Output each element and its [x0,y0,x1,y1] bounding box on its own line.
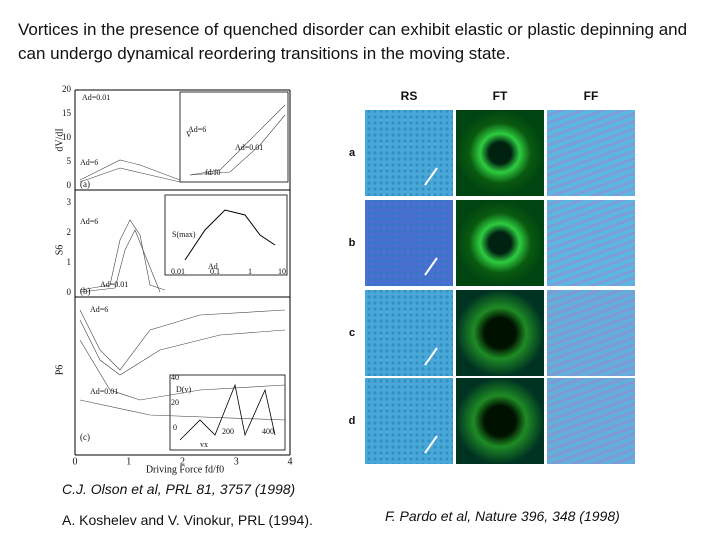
tick-label: 0 [67,287,72,297]
flow-texture [547,110,635,196]
annotation: Ad=6 [188,125,206,134]
tick-label: 3 [67,197,72,207]
real-space-texture [365,110,453,196]
tick-label: 2 [67,227,72,237]
citation: F. Pardo et al, Nature 396, 348 (1998) [385,508,620,524]
flow-texture [547,200,635,286]
tick-label: 3 [234,456,239,467]
real-space-texture [365,200,453,286]
inset-label: Ad [208,262,218,271]
fourier-image [456,200,544,286]
axis-label: dV/dI [54,128,65,151]
panel-label: (c) [80,432,90,442]
inset-label: V [186,130,192,139]
row-label: a [349,147,356,159]
annotation: Ad=0.01 [82,93,110,102]
tick-label: 1 [126,456,131,467]
column-label: FT [493,89,508,103]
fourier-image [456,378,544,464]
real-space-texture [365,290,453,376]
citation: C.J. Olson et al, PRL 81, 3757 (1998) [62,481,296,497]
row-label: c [349,327,355,339]
annotation: Ad=6 [80,158,98,167]
panel-label: (a) [80,179,90,189]
arrow [424,257,438,276]
row-label: d [349,415,356,427]
left-figure: dV/dI S6 P6 Driving Force fd/f0 (a) (b) (c) 0 1 2… [54,84,292,475]
tick-label: 15 [62,108,72,118]
tick-label: 0 [73,456,78,467]
row-label: b [349,237,356,249]
inset-tick: 400 [262,427,274,436]
tick-label: 2 [180,456,185,467]
inset-label: fd/f0 [205,168,221,177]
real-space-texture [365,378,453,464]
tick-label: 5 [67,156,72,166]
slide-title: Vortices in the presence of quenched dis… [18,20,688,63]
annotation: Ad=0.01 [235,143,263,152]
annotation: Ad=6 [80,217,98,226]
annotation: Ad=6 [90,305,108,314]
inset-tick: 40 [171,373,179,382]
tick-label: 20 [62,84,72,94]
right-figure: RS FT FF a b c d [349,89,635,464]
annotation: Ad=0.01 [100,280,128,289]
inset-label: vx [200,440,208,449]
tick-label: 10 [62,132,72,142]
arrow [424,435,438,454]
citation: A. Koshelev and V. Vinokur, PRL (1994). [62,512,313,528]
column-label: FF [584,89,599,103]
axis-label: P6 [54,365,65,376]
inset-tick: 1 [248,267,252,276]
fourier-image [456,110,544,196]
tick-label: 1 [67,257,72,267]
tick-label: 4 [288,456,293,467]
fourier-image [456,290,544,376]
inset-label: S(max) [172,230,196,239]
arrow [424,167,438,186]
axis-label: S6 [54,245,65,256]
panel-label: (b) [80,286,91,296]
inset-tick: 0 [173,423,177,432]
inset-tick: 10 [278,267,286,276]
inset-tick: 0.01 [171,267,185,276]
inset-tick: 20 [171,398,179,407]
column-label: RS [401,89,418,103]
arrow [424,347,438,366]
figures: dV/dI S6 P6 Driving Force fd/f0 (a) (b) (c) 0 1 2… [54,84,635,475]
inset-tick: 0.1 [210,267,220,276]
axis-label: Driving Force fd/f0 [146,464,224,475]
flow-texture [547,378,635,464]
annotation: Ad=0.01 [90,387,118,396]
tick-label: 0 [67,180,72,190]
flow-texture [547,290,635,376]
inset-label: D(v) [176,385,191,394]
inset-tick: 200 [222,427,234,436]
